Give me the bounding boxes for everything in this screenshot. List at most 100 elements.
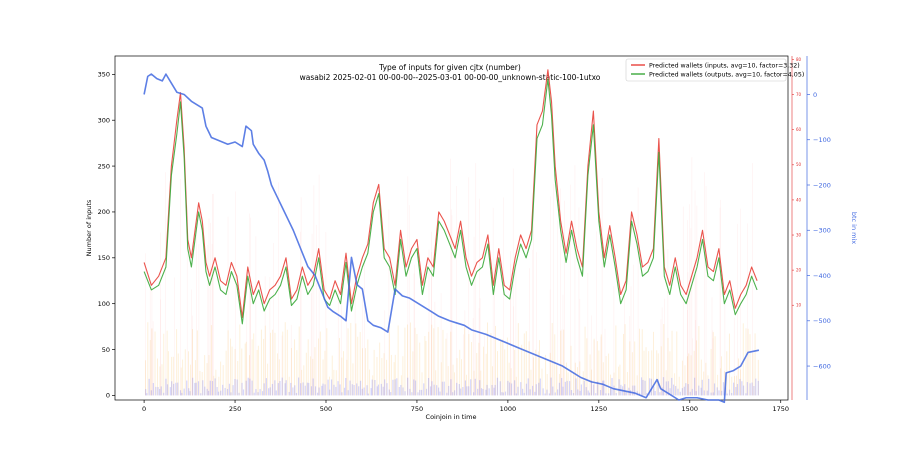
background-bar-orange <box>703 371 705 396</box>
background-bar-orange <box>421 372 423 396</box>
background-bar-orange <box>400 375 402 396</box>
background-bar-orange <box>433 328 435 396</box>
y3-tick-label: −200 <box>813 181 831 189</box>
background-bar-orange <box>147 322 149 396</box>
background-bar-pink <box>484 335 485 396</box>
background-bar-blue <box>220 390 222 396</box>
background-bar-orange <box>678 376 680 396</box>
background-bar-blue <box>665 381 667 396</box>
background-bar-pink <box>281 335 283 396</box>
background-bar-orange <box>619 364 621 396</box>
background-bar-blue <box>462 386 464 396</box>
background-bar-blue <box>251 380 253 396</box>
background-bar-pink <box>451 215 453 396</box>
background-bar-blue <box>413 379 415 396</box>
background-bar-pink <box>536 252 537 396</box>
background-bar-orange <box>517 323 519 396</box>
background-bar-blue <box>644 380 646 396</box>
background-bar-pink <box>414 264 415 396</box>
background-bar-orange <box>237 361 239 396</box>
background-bar-blue <box>314 386 317 396</box>
background-bar-orange <box>239 324 241 396</box>
background-bar-pink <box>250 217 251 396</box>
background-bar-pink <box>667 249 669 396</box>
background-bar-blue <box>544 393 546 396</box>
background-bar-orange <box>573 372 574 396</box>
background-bar-blue <box>361 388 363 396</box>
background-bar-pink <box>733 317 735 396</box>
background-bar-pink <box>694 190 696 396</box>
background-bar-orange <box>657 353 659 396</box>
background-bar-orange <box>450 331 452 396</box>
background-bar-blue <box>640 377 643 396</box>
background-bar-orange <box>199 370 201 396</box>
background-bar-blue <box>281 377 283 396</box>
background-bar-blue <box>279 381 281 396</box>
background-bar-orange <box>159 366 161 396</box>
legend: Predicted wallets (inputs, avg=10, facto… <box>625 58 804 82</box>
background-bar-blue <box>634 385 636 396</box>
background-bar-orange <box>196 330 198 396</box>
background-bar-pink <box>711 297 713 396</box>
background-bar-orange <box>487 322 488 396</box>
background-bar-blue <box>542 388 544 396</box>
background-bar-blue <box>687 384 689 396</box>
background-bar-pink <box>434 301 436 396</box>
background-bar-orange <box>227 330 229 396</box>
background-bar-orange <box>545 354 547 396</box>
background-bar-blue <box>382 386 384 396</box>
background-bar-blue <box>438 387 440 396</box>
background-bar-blue <box>160 386 162 396</box>
background-bar-blue <box>474 378 476 396</box>
background-bar-orange <box>530 369 532 396</box>
background-bar-blue <box>535 384 537 396</box>
background-bar-blue <box>708 378 710 396</box>
background-bar-orange <box>525 331 527 396</box>
background-bar-orange <box>579 361 581 396</box>
background-bar-pink <box>152 321 154 396</box>
background-bar-pink <box>587 272 589 396</box>
background-bar-blue <box>261 391 264 396</box>
background-bar-orange <box>745 328 747 396</box>
background-bar-orange <box>686 356 688 396</box>
background-bar-blue <box>698 385 700 396</box>
y2-tick-label: 10 <box>796 303 802 308</box>
background-bar-blue <box>517 386 519 396</box>
background-bar-orange <box>643 350 645 396</box>
background-bar-orange <box>149 340 151 396</box>
background-bar-blue <box>247 377 249 396</box>
background-bar-pink <box>325 232 327 396</box>
background-bar-blue <box>557 389 559 396</box>
axes-layer: 0 250 500 750 1000 1250 1500 175005010015020025… <box>98 56 831 413</box>
background-bar-blue <box>292 387 294 396</box>
background-bar-orange <box>567 372 569 396</box>
background-bar-pink <box>145 253 146 396</box>
background-bar-orange <box>331 355 333 396</box>
series-line-0 <box>143 69 758 318</box>
background-bar-orange <box>537 351 539 396</box>
background-bar-orange <box>752 352 754 396</box>
background-bar-blue <box>253 392 255 396</box>
background-bar-blue <box>321 385 323 396</box>
background-bar-blue <box>285 380 287 396</box>
background-bar-orange <box>357 336 359 396</box>
background-bar-orange <box>365 348 366 396</box>
background-bar-pink <box>552 183 554 396</box>
background-bar-pink <box>600 336 602 396</box>
background-bar-pink <box>473 236 475 396</box>
background-bar-orange <box>362 348 363 396</box>
y2-tick-label: 50 <box>796 162 802 167</box>
background-bar-blue <box>271 383 274 396</box>
background-bar-orange <box>696 340 698 396</box>
background-bar-orange <box>468 334 470 396</box>
background-bar-orange <box>249 355 250 396</box>
background-bar-blue <box>585 387 587 396</box>
background-bar-blue <box>439 391 441 396</box>
background-bar-blue <box>546 389 548 396</box>
background-bar-blue <box>554 392 556 396</box>
background-bar-orange <box>359 331 361 396</box>
legend-label-outputs: Predicted wallets (outputs, avg=10, fact… <box>649 72 804 79</box>
background-bar-pink <box>413 273 415 396</box>
background-bar-blue <box>337 381 339 396</box>
background-bar-orange <box>471 342 473 396</box>
